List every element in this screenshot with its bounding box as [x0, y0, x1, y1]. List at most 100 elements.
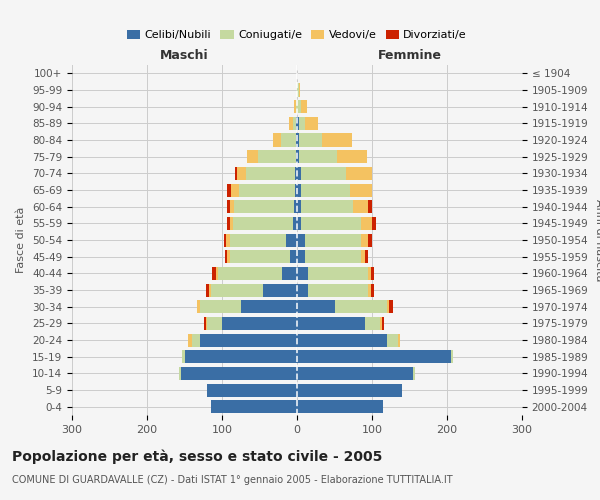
Bar	[305, 117, 318, 130]
Bar	[289, 117, 293, 130]
Bar	[207, 384, 297, 396]
Bar	[211, 284, 263, 296]
Bar	[286, 234, 297, 246]
Bar	[225, 250, 227, 263]
Bar	[380, 317, 382, 330]
Bar	[305, 234, 361, 246]
Bar	[234, 200, 294, 213]
Bar	[301, 184, 349, 196]
Bar	[372, 217, 376, 230]
Bar	[368, 267, 371, 280]
Bar	[297, 84, 299, 96]
Bar	[346, 167, 372, 180]
Bar	[365, 250, 368, 263]
Bar	[230, 200, 234, 213]
Bar	[295, 167, 297, 180]
Bar	[335, 300, 387, 313]
Bar	[226, 234, 229, 246]
Bar	[322, 134, 352, 146]
Bar	[281, 134, 296, 146]
Bar	[212, 267, 216, 280]
Bar	[349, 184, 372, 196]
Bar	[258, 150, 296, 163]
Bar	[337, 150, 367, 163]
Bar	[227, 200, 230, 213]
Bar	[297, 234, 305, 246]
Text: COMUNE DI GUARDAVALLE (CZ) - Dati ISTAT 1° gennaio 2005 - Elaborazione TUTTITALI: COMUNE DI GUARDAVALLE (CZ) - Dati ISTAT …	[12, 475, 452, 485]
Bar	[301, 217, 361, 230]
Bar	[239, 184, 295, 196]
Bar	[229, 250, 290, 263]
Bar	[297, 100, 301, 113]
Bar	[273, 134, 281, 146]
Text: Femmine: Femmine	[377, 48, 442, 62]
Bar	[188, 334, 192, 346]
Bar	[237, 167, 246, 180]
Bar	[299, 117, 305, 130]
Bar	[308, 267, 368, 280]
Bar	[247, 150, 258, 163]
Bar	[301, 100, 307, 113]
Bar	[297, 367, 413, 380]
Bar	[209, 284, 211, 296]
Bar	[297, 250, 305, 263]
Text: Maschi: Maschi	[160, 48, 209, 62]
Bar	[204, 317, 205, 330]
Bar	[235, 167, 237, 180]
Bar	[299, 150, 337, 163]
Bar	[227, 250, 229, 263]
Bar	[218, 267, 282, 280]
Bar	[182, 350, 185, 363]
Bar	[297, 384, 402, 396]
Bar	[199, 334, 297, 346]
Legend: Celibi/Nubili, Coniugati/e, Vedovi/e, Divorziati/e: Celibi/Nubili, Coniugati/e, Vedovi/e, Di…	[122, 25, 472, 44]
Bar	[387, 334, 398, 346]
Bar	[371, 284, 374, 296]
Bar	[368, 284, 371, 296]
Bar	[207, 317, 222, 330]
Y-axis label: Fasce di età: Fasce di età	[16, 207, 26, 273]
Bar	[308, 284, 368, 296]
Bar	[222, 317, 297, 330]
Bar	[361, 250, 365, 263]
Bar	[305, 250, 361, 263]
Bar	[227, 184, 231, 196]
Y-axis label: Anni di nascita: Anni di nascita	[594, 198, 600, 281]
Bar	[371, 267, 374, 280]
Bar	[294, 100, 296, 113]
Bar	[297, 134, 299, 146]
Bar	[361, 217, 372, 230]
Bar	[387, 300, 389, 313]
Bar	[216, 267, 218, 280]
Bar	[297, 284, 308, 296]
Bar	[368, 200, 372, 213]
Bar	[223, 234, 226, 246]
Bar	[233, 217, 293, 230]
Bar	[293, 117, 296, 130]
Bar	[297, 334, 387, 346]
Bar	[301, 200, 353, 213]
Bar	[297, 267, 308, 280]
Bar	[296, 134, 297, 146]
Bar	[179, 367, 181, 380]
Bar	[301, 167, 346, 180]
Bar	[398, 334, 400, 346]
Bar	[206, 284, 209, 296]
Bar	[297, 167, 301, 180]
Bar	[297, 300, 335, 313]
Bar	[297, 117, 299, 130]
Bar	[293, 217, 297, 230]
Bar	[229, 217, 233, 230]
Bar	[297, 200, 301, 213]
Bar	[297, 184, 301, 196]
Bar	[231, 184, 239, 196]
Bar	[205, 317, 207, 330]
Bar	[361, 234, 368, 246]
Bar	[297, 317, 365, 330]
Bar	[227, 217, 229, 230]
Bar	[294, 200, 297, 213]
Bar	[365, 317, 380, 330]
Bar	[211, 400, 297, 413]
Bar	[299, 84, 300, 96]
Bar	[290, 250, 297, 263]
